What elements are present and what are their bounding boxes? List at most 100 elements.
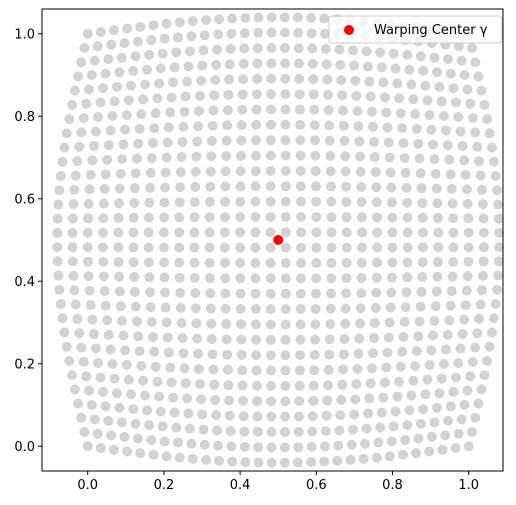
grid-point <box>187 453 198 464</box>
grid-point <box>220 181 231 192</box>
grid-point <box>197 60 208 71</box>
grid-point <box>371 287 382 298</box>
grid-point <box>309 120 320 131</box>
grid-point <box>484 341 495 352</box>
grid-point <box>90 126 101 137</box>
grid-point <box>397 346 408 357</box>
grid-point <box>179 106 190 117</box>
grid-point <box>323 364 334 375</box>
grid-point <box>436 96 447 107</box>
grid-point <box>192 333 203 344</box>
grid-point <box>280 73 291 84</box>
grid-point <box>100 300 111 311</box>
grid-point <box>294 396 305 407</box>
grid-point <box>280 427 291 438</box>
grid-point <box>326 212 337 223</box>
grid-point <box>482 355 493 366</box>
grid-point <box>280 242 291 253</box>
grid-point <box>186 31 197 42</box>
x-tick-label: 0.4 <box>230 478 251 493</box>
grid-point <box>252 73 263 84</box>
grid-point <box>154 391 165 402</box>
grid-point <box>186 438 197 449</box>
grid-point <box>82 28 93 39</box>
grid-point <box>456 414 467 425</box>
grid-point <box>474 156 485 167</box>
grid-point <box>402 257 413 268</box>
grid-point <box>446 286 457 297</box>
grid-point <box>410 109 421 120</box>
grid-point <box>235 166 246 177</box>
grid-point <box>129 286 140 297</box>
grid-point <box>306 457 317 468</box>
grid-point <box>149 123 160 134</box>
grid-point <box>369 318 380 328</box>
grid-point <box>413 138 424 149</box>
grid-point <box>152 93 163 104</box>
grid-point <box>89 55 100 66</box>
grid-point <box>310 288 321 299</box>
grid-point <box>166 377 177 388</box>
x-tick-label: 0.0 <box>77 478 98 493</box>
grid-point <box>402 242 413 253</box>
grid-point <box>325 166 336 177</box>
grid-point <box>457 140 468 151</box>
grid-point <box>354 333 365 344</box>
grid-point <box>189 242 200 253</box>
grid-point <box>210 394 221 405</box>
grid-point <box>280 42 291 53</box>
grid-point <box>341 196 352 207</box>
grid-point <box>250 165 261 176</box>
grid-point <box>369 333 380 344</box>
grid-point <box>463 242 474 253</box>
grid-point <box>442 140 453 151</box>
grid-point <box>394 93 405 104</box>
grid-point <box>221 135 232 146</box>
grid-point <box>113 257 124 268</box>
grid-point <box>280 334 291 345</box>
grid-point <box>357 242 368 253</box>
grid-point <box>408 94 419 105</box>
grid-point <box>157 421 168 432</box>
grid-point <box>143 257 154 268</box>
grid-point <box>386 287 397 298</box>
grid-point <box>296 227 307 238</box>
grid-point <box>448 227 459 238</box>
grid-point <box>83 84 94 95</box>
grid-point <box>387 242 398 253</box>
grid-point <box>418 65 429 76</box>
grid-point <box>180 378 191 389</box>
grid-point <box>360 438 371 449</box>
grid-point <box>453 357 464 368</box>
grid-point <box>448 213 459 224</box>
grid-point <box>113 242 124 253</box>
grid-point <box>280 365 291 376</box>
grid-point <box>106 430 117 441</box>
grid-point <box>98 271 109 282</box>
x-tick-label: 0.2 <box>154 478 175 493</box>
grid-point <box>307 58 318 69</box>
grid-point <box>140 390 151 401</box>
grid-point <box>372 212 383 223</box>
grid-point <box>253 12 264 23</box>
grid-point <box>175 167 186 178</box>
grid-point <box>308 380 319 391</box>
grid-point <box>353 348 364 359</box>
grid-point <box>411 346 422 357</box>
grid-point <box>387 212 398 223</box>
grid-point <box>208 105 219 116</box>
grid-point <box>477 199 488 210</box>
grid-point <box>387 227 398 238</box>
grid-point <box>400 302 411 313</box>
grid-point <box>239 28 250 39</box>
grid-point <box>309 349 320 360</box>
grid-point <box>148 20 159 31</box>
x-axis-ticks: 0.0 0.2 0.4 0.6 0.8 1.0 <box>77 471 479 493</box>
grid-point <box>339 136 350 147</box>
grid-point <box>356 197 367 208</box>
grid-point <box>122 23 133 34</box>
grid-point <box>280 288 291 299</box>
grid-point <box>266 73 277 84</box>
grid-point <box>265 211 276 222</box>
grid-point <box>463 256 474 267</box>
